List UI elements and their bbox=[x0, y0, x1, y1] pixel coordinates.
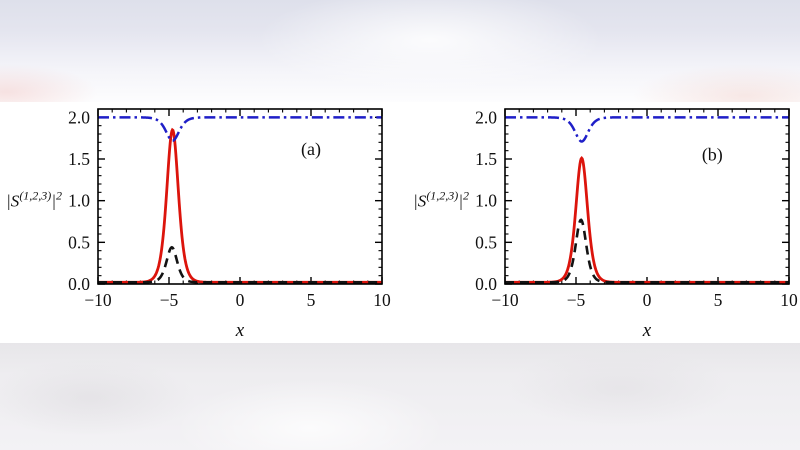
x-tick-label: 0 bbox=[643, 290, 652, 310]
x-tick-label: 10 bbox=[373, 290, 391, 310]
y-tick-label: 2.0 bbox=[68, 107, 90, 127]
red-solid-soliton-peak-curve bbox=[98, 127, 382, 284]
background-blur-bottom bbox=[0, 343, 800, 450]
x-tick-label: 5 bbox=[714, 290, 723, 310]
y-tick-label: 1.0 bbox=[68, 191, 90, 211]
y-tick-label: 1.5 bbox=[68, 149, 90, 169]
black-dashed-soliton-peak-curve bbox=[505, 218, 789, 284]
panel-b-plot: −10 −5 0 5 10 0.0 0.5 1.0 1.5 2.0 x (b) |S(1,2,3)|2 bbox=[400, 102, 800, 343]
chart-canvas-b: −10 −5 0 5 10 0.0 0.5 1.0 1.5 2.0 x (b) |S(1,2,3)|2 bbox=[413, 107, 798, 341]
panel-label-b: (b) bbox=[702, 145, 723, 166]
x-axis-label: x bbox=[642, 320, 652, 341]
y-tick-label: 0.5 bbox=[68, 232, 90, 252]
y-tick-label: 0.0 bbox=[475, 274, 497, 294]
x-axis-label: x bbox=[235, 320, 245, 341]
x-tick-label: −10 bbox=[84, 290, 112, 310]
chart-canvas-a: −10 −5 0 5 10 0.0 0.5 1.0 1.5 2.0 x (a) |S(1,2,3)|2 bbox=[6, 107, 391, 341]
y-axis-label: |S(1,2,3)|2 bbox=[413, 189, 469, 211]
x-tick-label: −5 bbox=[160, 290, 179, 310]
x-tick-label: −5 bbox=[567, 290, 586, 310]
x-tick-label: 10 bbox=[780, 290, 798, 310]
x-tick-label: 5 bbox=[307, 290, 316, 310]
red-solid-soliton-peak-curve bbox=[505, 156, 789, 284]
plot-frame bbox=[97, 108, 383, 285]
y-tick-label: 1.5 bbox=[475, 149, 497, 169]
y-axis-label: |S(1,2,3)|2 bbox=[6, 189, 62, 211]
y-tick-label: 0.0 bbox=[68, 274, 90, 294]
x-tick-label: 0 bbox=[236, 290, 245, 310]
background-blur-top bbox=[0, 0, 800, 102]
black-dashed-soliton-peak-curve bbox=[98, 245, 382, 284]
blue-dashdot-background-dip-curve bbox=[505, 116, 789, 143]
y-tick-label: 2.0 bbox=[475, 107, 497, 127]
plot-frame bbox=[504, 108, 790, 285]
panel-label-a: (a) bbox=[301, 139, 321, 160]
y-tick-label: 0.5 bbox=[475, 232, 497, 252]
x-tick-label: −10 bbox=[491, 290, 519, 310]
y-tick-label: 1.0 bbox=[475, 191, 497, 211]
panel-a-plot: −10 −5 0 5 10 0.0 0.5 1.0 1.5 2.0 x (a) |S(1,2,3)|2 bbox=[0, 102, 400, 343]
blue-dashdot-background-dip-curve bbox=[98, 116, 382, 142]
figure-image: −10 −5 0 5 10 0.0 0.5 1.0 1.5 2.0 x (a) |S(1,2,3)|2 … bbox=[0, 102, 800, 343]
